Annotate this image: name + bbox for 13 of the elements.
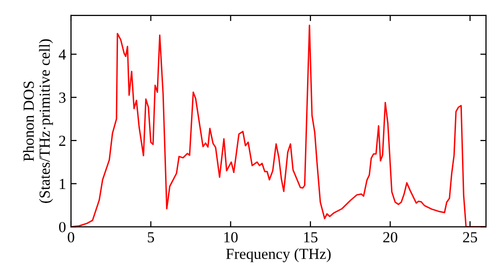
x-tick-label: 25 xyxy=(463,232,478,242)
y-tick-label: 0 xyxy=(59,222,66,232)
y-tick-label: 3 xyxy=(59,92,66,103)
y-tick-label: 2 xyxy=(59,136,66,146)
x-tick-label: 10 xyxy=(224,232,238,242)
x-tick-label: 15 xyxy=(304,232,318,242)
x-tick-label: 0 xyxy=(68,232,74,242)
y-tick-label: 1 xyxy=(60,178,66,189)
x-tick-label: 20 xyxy=(383,232,398,242)
y-axis-title: Phonon DOS (States/THz·primitive cell) xyxy=(23,39,53,203)
x-tick-label: 5 xyxy=(148,232,154,242)
y-tick-label: 4 xyxy=(58,49,66,60)
x-axis-title: Frequency (THz) xyxy=(226,248,331,262)
